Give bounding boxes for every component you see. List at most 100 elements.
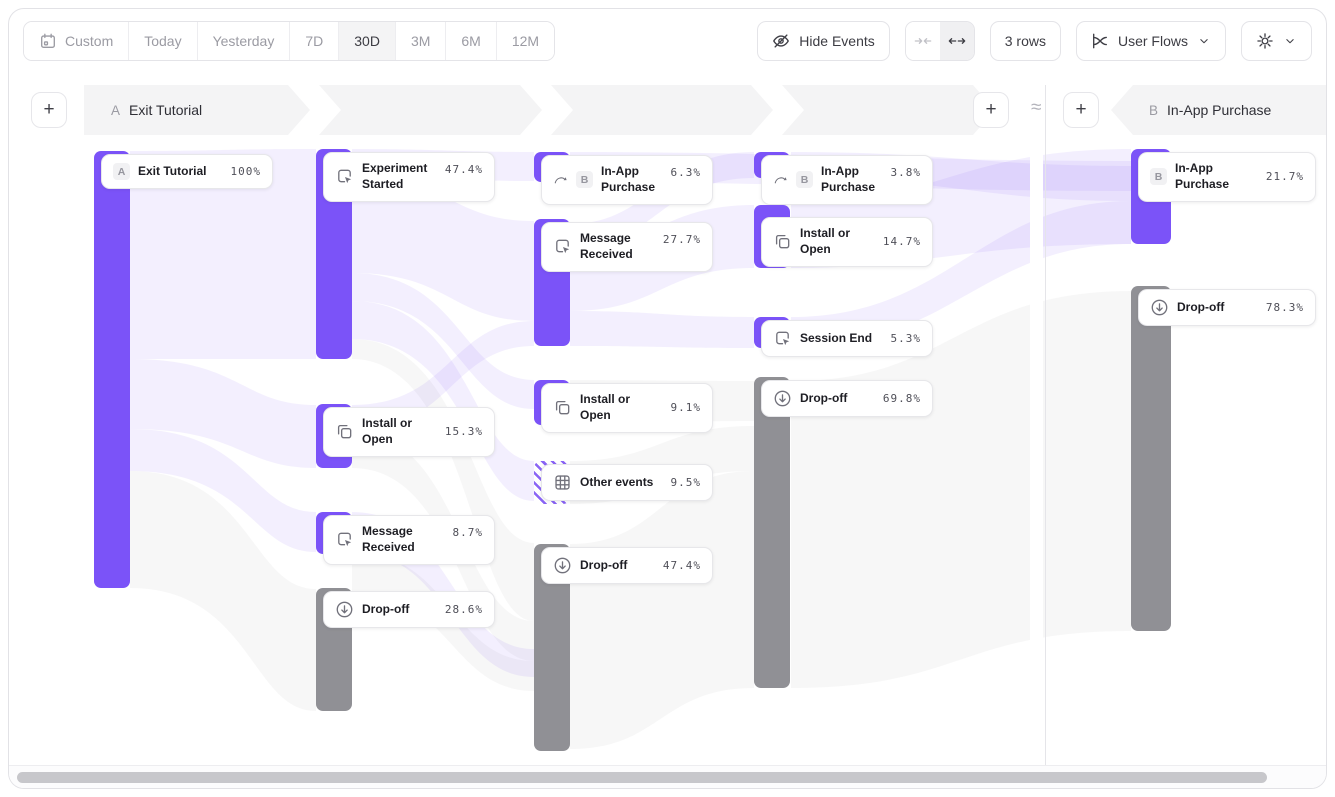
date-range-label: Custom xyxy=(65,33,114,49)
add-step-right-button[interactable]: + xyxy=(1063,92,1099,128)
calendar-icon xyxy=(39,32,57,50)
node-card[interactable]: Drop-off 69.8% xyxy=(761,380,933,417)
node-percent: 9.1% xyxy=(670,401,701,415)
date-range-30d[interactable]: 30D xyxy=(338,22,395,60)
flow-node-install-or-open: Install or Open 14.7% xyxy=(754,205,933,268)
date-range-6m[interactable]: 6M xyxy=(445,22,496,60)
node-label: Experiment Started xyxy=(362,161,428,191)
copy-squares-icon xyxy=(335,422,354,441)
view-selector[interactable]: User Flows xyxy=(1075,21,1226,61)
node-percent: 3.8% xyxy=(890,166,921,179)
node-card[interactable]: Experiment Started 47.4% xyxy=(323,152,495,202)
node-card[interactable]: Install or Open 14.7% xyxy=(761,217,933,267)
approx-connector: ≈ xyxy=(1027,97,1046,119)
flow-letter-badge: A xyxy=(113,163,130,180)
node-bar[interactable] xyxy=(754,377,790,688)
flow-b-segment-1[interactable]: B In-App Purchase xyxy=(1111,85,1326,135)
node-percent: 15.3% xyxy=(444,425,483,439)
rows-button[interactable]: 3 rows xyxy=(989,21,1061,61)
date-range-label: 12M xyxy=(511,33,540,49)
flow-node-other-events: Other events 9.5% xyxy=(534,461,713,504)
node-card[interactable]: Session End 5.3% xyxy=(761,320,933,357)
node-bar[interactable] xyxy=(94,151,130,588)
date-range-12m[interactable]: 12M xyxy=(495,22,555,60)
drop-off-icon xyxy=(553,556,572,575)
node-card[interactable]: Message Received 27.7% xyxy=(541,222,713,272)
hook-arrow-icon xyxy=(553,172,568,187)
node-label: In-App Purchase xyxy=(821,164,876,194)
node-card[interactable]: Other events 9.5% xyxy=(541,464,713,501)
node-label: Drop-off xyxy=(800,390,848,405)
node-card[interactable]: Install or Open 15.3% xyxy=(323,407,495,457)
add-step-middle-button[interactable]: + xyxy=(973,92,1009,128)
flow-a-letter: A xyxy=(111,102,121,118)
flow-node-drop-off: Drop-off 28.6% xyxy=(316,588,495,711)
expand-width-button[interactable] xyxy=(939,22,974,60)
collapse-arrows-icon xyxy=(914,32,932,50)
date-range-3m[interactable]: 3M xyxy=(394,22,446,60)
user-flows-icon xyxy=(1091,32,1109,50)
add-step-left-button[interactable]: + xyxy=(31,92,67,128)
flow-node-install-or-open: Install or Open 9.1% xyxy=(534,380,713,433)
cursor-click-icon xyxy=(553,237,572,256)
scrollbar-thumb[interactable] xyxy=(17,772,1267,783)
width-toggle-group xyxy=(904,21,975,61)
cursor-click-icon xyxy=(335,167,354,186)
node-card[interactable]: Message Received 8.7% xyxy=(323,515,495,565)
flow-letter-badge: B xyxy=(796,171,813,189)
date-range-7d[interactable]: 7D xyxy=(289,22,339,60)
flow-b-banner: B In-App Purchase xyxy=(1111,85,1326,135)
grid-icon xyxy=(553,473,572,492)
flow-node-experiment-started: Experiment Started 47.4% xyxy=(316,149,495,359)
flow-node-drop-off: Drop-off 47.4% xyxy=(534,544,713,751)
flow-a-segment-3[interactable] xyxy=(551,85,773,135)
cursor-click-icon xyxy=(335,530,354,549)
flow-a-title: A Exit Tutorial xyxy=(84,85,310,135)
node-card[interactable]: Drop-off 47.4% xyxy=(541,547,713,584)
settings-button[interactable] xyxy=(1241,21,1312,61)
flow-node-message-received: Message Received 8.7% xyxy=(316,512,495,565)
flow-letter-badge: B xyxy=(1150,168,1167,186)
node-label: Install or Open xyxy=(580,392,631,422)
node-label: Exit Tutorial xyxy=(138,163,207,178)
node-card[interactable]: Drop-off 28.6% xyxy=(323,591,495,628)
horizontal-scrollbar xyxy=(9,765,1326,788)
copy-squares-icon xyxy=(553,398,572,417)
flow-node-install-or-open: Install or Open 15.3% xyxy=(316,404,495,468)
collapse-width-button[interactable] xyxy=(905,22,940,60)
node-label: Message Received xyxy=(580,231,633,261)
toolbar-right: Hide Events 3 rows User Flows xyxy=(757,21,1312,61)
node-card[interactable]: B In-App Purchase 6.3% xyxy=(541,155,713,205)
flow-a-segment-4[interactable] xyxy=(782,85,995,135)
node-percent: 27.7% xyxy=(662,233,701,246)
flow-b-title-text: In-App Purchase xyxy=(1167,102,1272,118)
copy-squares-icon xyxy=(773,232,792,251)
node-percent: 78.3% xyxy=(1265,301,1304,314)
node-card[interactable]: B In-App Purchase 21.7% xyxy=(1138,152,1316,202)
date-range-yesterday[interactable]: Yesterday xyxy=(196,22,290,60)
flow-a-title-text: Exit Tutorial xyxy=(129,102,203,118)
flow-a-segment-2[interactable] xyxy=(319,85,542,135)
gear-icon xyxy=(1256,32,1274,50)
node-percent: 8.7% xyxy=(452,526,483,539)
node-percent: 21.7% xyxy=(1265,170,1304,184)
view-label: User Flows xyxy=(1117,33,1188,49)
hide-events-button[interactable]: Hide Events xyxy=(757,21,890,61)
node-card[interactable]: A Exit Tutorial 100% xyxy=(101,154,273,189)
flow-node-in-app-purchase: B In-App Purchase 6.3% xyxy=(534,152,713,205)
node-card[interactable]: Drop-off 78.3% xyxy=(1138,289,1316,326)
node-card[interactable]: Install or Open 9.1% xyxy=(541,383,713,433)
toolbar: Custom Today Yesterday 7D 30D 3M 6M 12M … xyxy=(23,21,1312,61)
node-card[interactable]: B In-App Purchase 3.8% xyxy=(761,155,933,205)
flow-a-segment-1[interactable]: A Exit Tutorial xyxy=(84,85,310,135)
date-range-label: 7D xyxy=(305,33,324,49)
date-range-label: 6M xyxy=(461,33,481,49)
node-percent: 28.6% xyxy=(444,603,483,616)
flow-node-exit-tutorial: A Exit Tutorial 100% xyxy=(94,151,273,588)
date-range-custom[interactable]: Custom xyxy=(24,22,129,60)
node-bar[interactable] xyxy=(1131,286,1171,631)
node-label: In-App Purchase xyxy=(601,164,656,194)
node-percent: 9.5% xyxy=(670,476,701,489)
date-range-today[interactable]: Today xyxy=(128,22,197,60)
expand-arrows-icon xyxy=(948,32,966,50)
